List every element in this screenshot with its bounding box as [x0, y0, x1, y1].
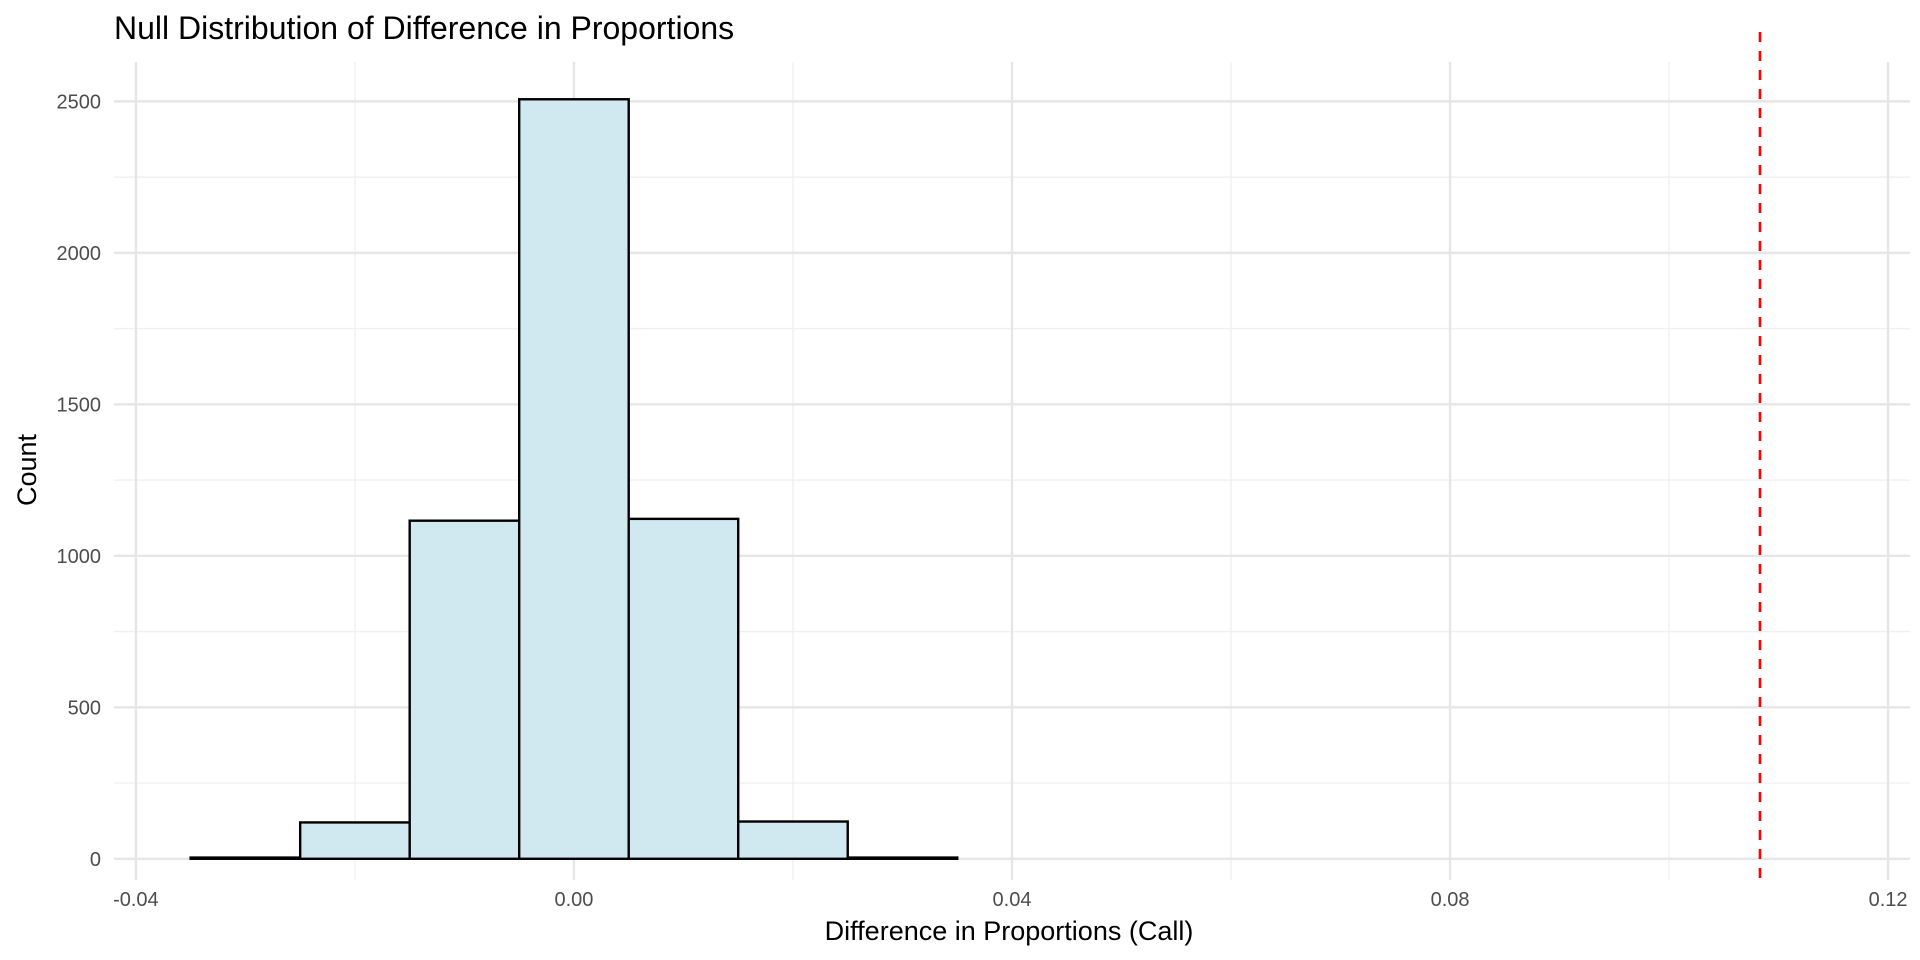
x-tick-label: 0.00: [554, 889, 593, 911]
histogram-bar: [517, 98, 630, 860]
x-tick-label: 0.12: [1869, 889, 1908, 911]
x-axis-label: Difference in Proportions (Call): [825, 916, 1194, 946]
y-tick-label: 1000: [57, 546, 102, 568]
histogram-bars: [189, 98, 959, 860]
x-tick-label: 0.04: [993, 889, 1032, 911]
x-tick-label: 0.08: [1431, 889, 1470, 911]
y-tick-label: 2500: [57, 91, 102, 113]
histogram-bar: [627, 517, 740, 860]
histogram-bar: [846, 856, 959, 860]
y-tick-label: 1500: [57, 394, 102, 416]
x-tick-label: -0.04: [113, 889, 159, 911]
y-tick-label: 500: [68, 697, 101, 719]
y-tick-label: 2000: [57, 243, 102, 265]
x-axis-ticks: -0.04 0.00 0.04 0.08 0.12: [113, 889, 1907, 911]
y-tick-label: 0: [90, 849, 101, 871]
histogram-bar: [189, 856, 302, 860]
histogram-bar: [737, 820, 849, 860]
histogram-bar: [408, 519, 521, 860]
chart-title: Null Distribution of Difference in Propo…: [114, 10, 734, 46]
y-axis-ticks: 0 500 1000 1500 2000 2500: [57, 91, 102, 870]
y-axis-label: Count: [12, 433, 42, 506]
histogram-bar: [298, 821, 411, 860]
